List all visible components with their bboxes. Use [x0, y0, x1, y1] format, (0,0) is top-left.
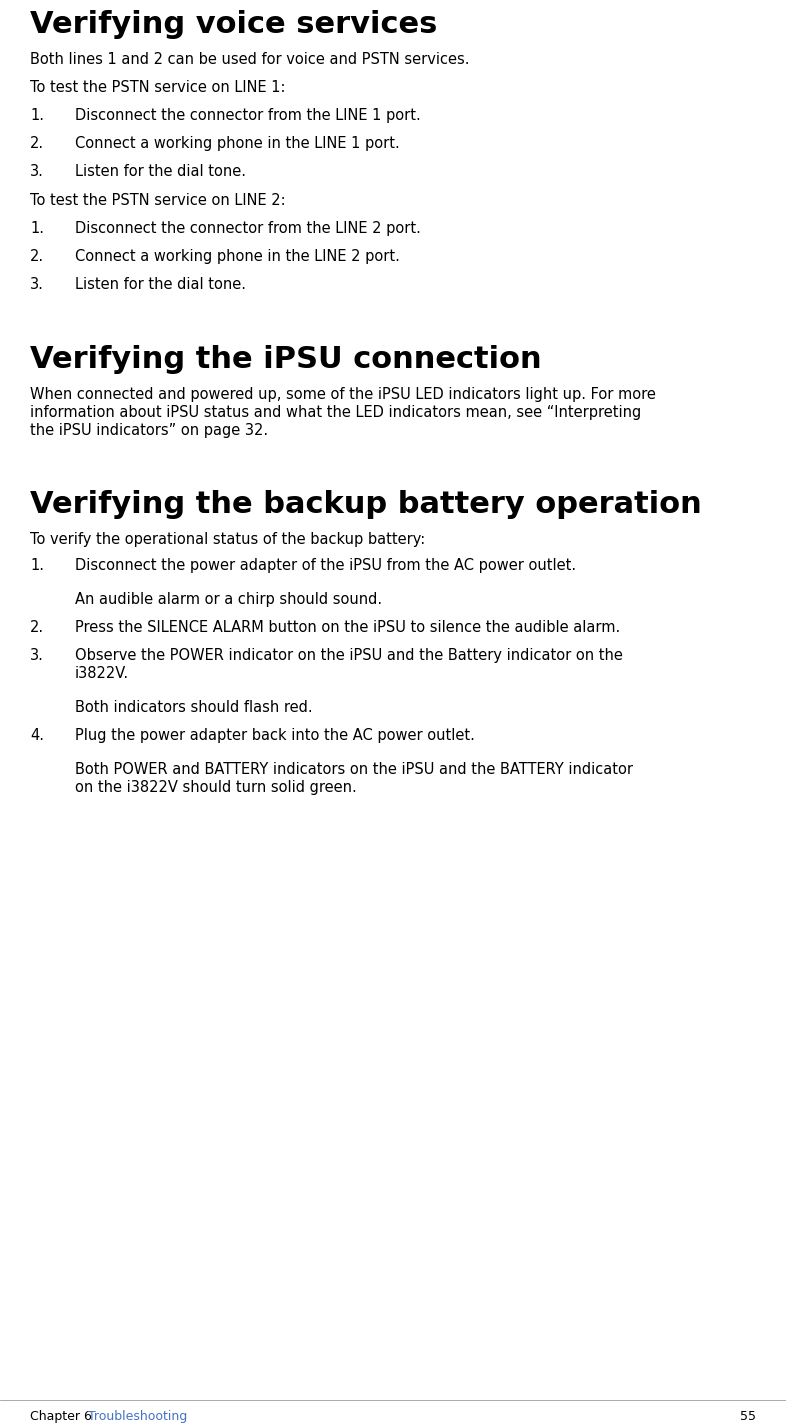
- Text: 55: 55: [740, 1409, 756, 1422]
- Text: To test the PSTN service on LINE 1:: To test the PSTN service on LINE 1:: [30, 80, 285, 96]
- Text: Listen for the dial tone.: Listen for the dial tone.: [75, 164, 246, 178]
- Text: Chapter 6: Chapter 6: [30, 1409, 100, 1422]
- Text: information about iPSU status and what the LED indicators mean, see “Interpretin: information about iPSU status and what t…: [30, 406, 641, 420]
- Text: 1.: 1.: [30, 221, 44, 236]
- Text: An audible alarm or a chirp should sound.: An audible alarm or a chirp should sound…: [75, 593, 382, 607]
- Text: Disconnect the power adapter of the iPSU from the AC power outlet.: Disconnect the power adapter of the iPSU…: [75, 558, 576, 573]
- Text: Both indicators should flash red.: Both indicators should flash red.: [75, 700, 313, 715]
- Text: 2.: 2.: [30, 620, 44, 635]
- Text: Disconnect the connector from the LINE 1 port.: Disconnect the connector from the LINE 1…: [75, 109, 421, 123]
- Text: Verifying voice services: Verifying voice services: [30, 10, 437, 39]
- Text: 1.: 1.: [30, 558, 44, 573]
- Text: To test the PSTN service on LINE 2:: To test the PSTN service on LINE 2:: [30, 193, 285, 208]
- Text: Troubleshooting: Troubleshooting: [88, 1409, 187, 1422]
- Text: Connect a working phone in the LINE 2 port.: Connect a working phone in the LINE 2 po…: [75, 248, 400, 264]
- Text: When connected and powered up, some of the iPSU LED indicators light up. For mor: When connected and powered up, some of t…: [30, 387, 656, 403]
- Text: 1.: 1.: [30, 109, 44, 123]
- Text: Observe the POWER indicator on the iPSU and the Battery indicator on the: Observe the POWER indicator on the iPSU …: [75, 648, 623, 663]
- Text: Connect a working phone in the LINE 1 port.: Connect a working phone in the LINE 1 po…: [75, 136, 400, 151]
- Text: 2.: 2.: [30, 248, 44, 264]
- Text: Verifying the backup battery operation: Verifying the backup battery operation: [30, 490, 702, 518]
- Text: 4.: 4.: [30, 728, 44, 743]
- Text: Verifying the iPSU connection: Verifying the iPSU connection: [30, 346, 542, 374]
- Text: Listen for the dial tone.: Listen for the dial tone.: [75, 277, 246, 291]
- Text: Both lines 1 and 2 can be used for voice and PSTN services.: Both lines 1 and 2 can be used for voice…: [30, 51, 469, 67]
- Text: i3822V.: i3822V.: [75, 665, 129, 681]
- Text: the iPSU indicators” on page 32.: the iPSU indicators” on page 32.: [30, 423, 268, 438]
- Text: 3.: 3.: [30, 277, 44, 291]
- Text: Disconnect the connector from the LINE 2 port.: Disconnect the connector from the LINE 2…: [75, 221, 421, 236]
- Text: on the i3822V should turn solid green.: on the i3822V should turn solid green.: [75, 780, 357, 795]
- Text: Both POWER and BATTERY indicators on the iPSU and the BATTERY indicator: Both POWER and BATTERY indicators on the…: [75, 763, 633, 777]
- Text: 3.: 3.: [30, 648, 44, 663]
- Text: Plug the power adapter back into the AC power outlet.: Plug the power adapter back into the AC …: [75, 728, 475, 743]
- Text: 2.: 2.: [30, 136, 44, 151]
- Text: 3.: 3.: [30, 164, 44, 178]
- Text: To verify the operational status of the backup battery:: To verify the operational status of the …: [30, 533, 425, 547]
- Text: Press the SILENCE ALARM button on the iPSU to silence the audible alarm.: Press the SILENCE ALARM button on the iP…: [75, 620, 620, 635]
